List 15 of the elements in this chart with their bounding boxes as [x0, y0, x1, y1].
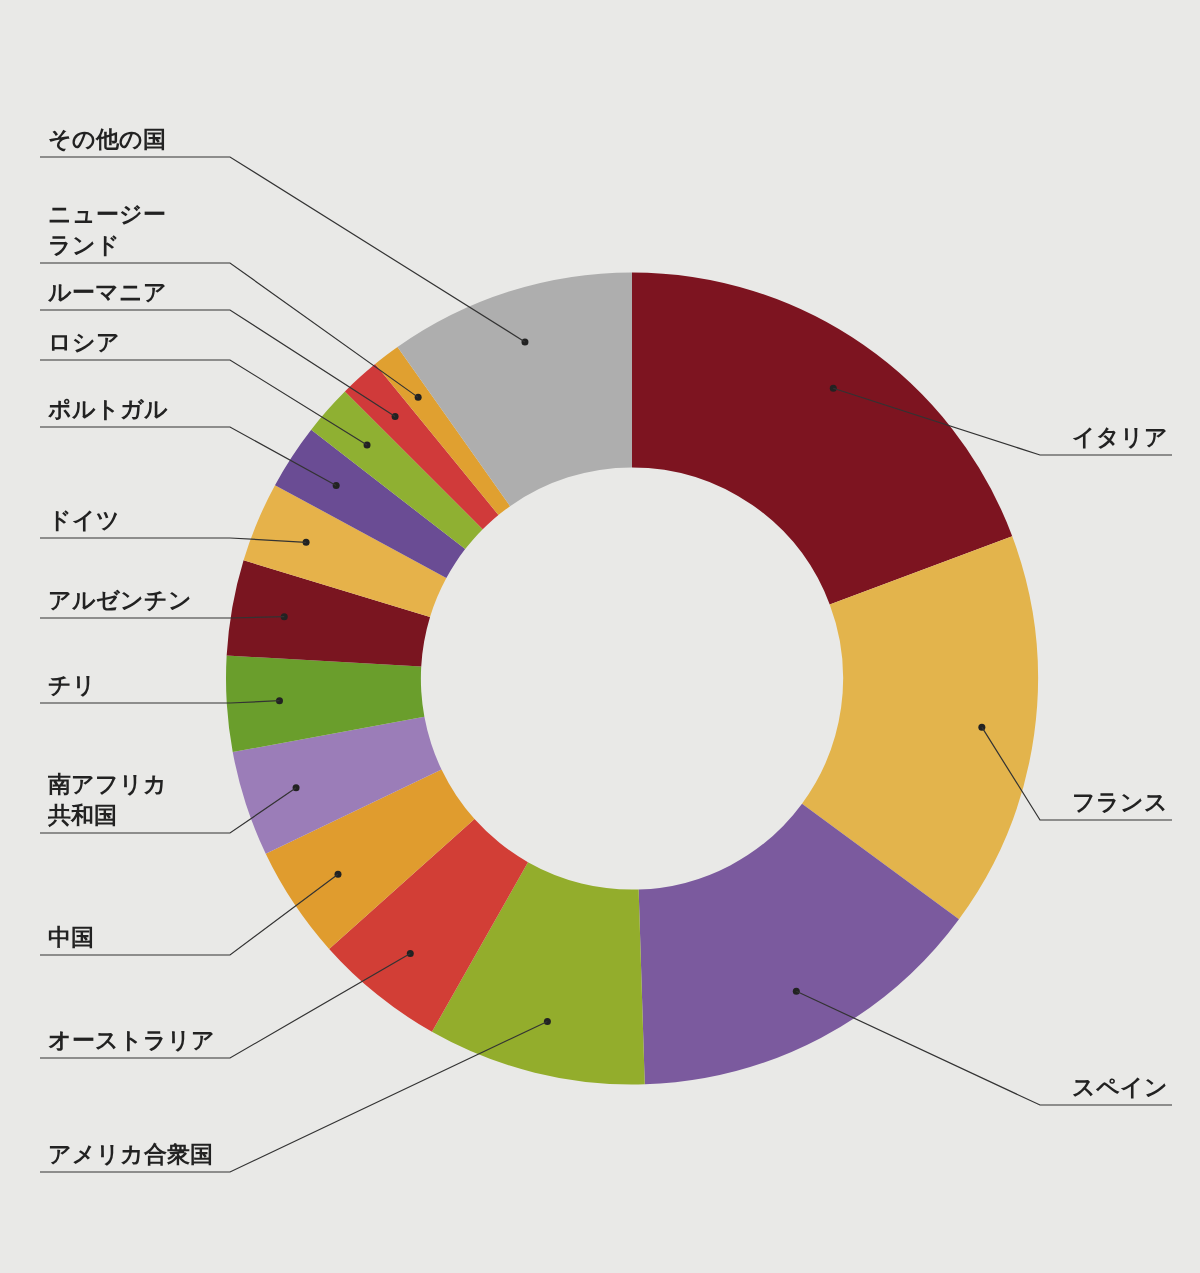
slice-label: ルーマニア — [47, 279, 167, 305]
slice-label: イタリア — [1072, 424, 1168, 450]
slice-label: スペイン — [1072, 1074, 1168, 1100]
slice-label: チリ — [48, 672, 96, 698]
slice-label: オーストラリア — [48, 1027, 215, 1053]
slice-label: アルゼンチン — [48, 587, 192, 613]
slice-label: その他の国 — [48, 126, 166, 152]
slice-label: ニュージーランド — [48, 201, 166, 258]
slice-label: ポルトガル — [47, 396, 168, 422]
slice-label: ドイツ — [48, 507, 120, 533]
slice-label: 中国 — [48, 924, 94, 950]
slice-label: 南アフリカ共和国 — [47, 771, 167, 828]
slice-label: ロシア — [48, 329, 120, 355]
slice-label: アメリカ合衆国 — [48, 1141, 213, 1167]
slice-label: フランス — [1072, 789, 1168, 815]
